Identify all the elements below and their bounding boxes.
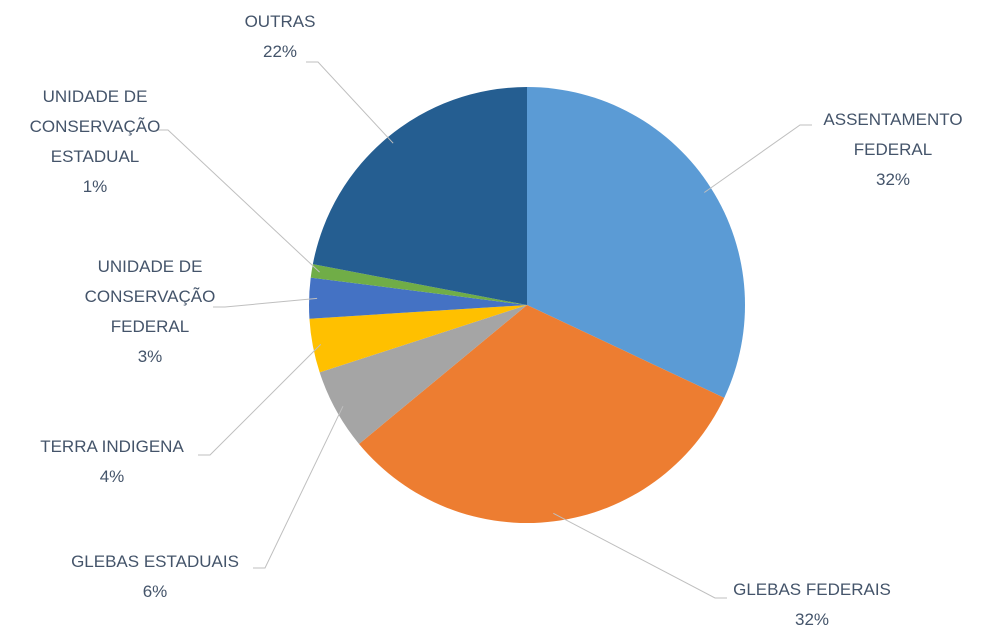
value-label: 32% bbox=[875, 170, 911, 189]
value-label: 3% bbox=[137, 347, 163, 366]
leader-line bbox=[156, 129, 320, 273]
leader-line bbox=[553, 512, 727, 599]
category-label: GLEBAS FEDERAIS bbox=[733, 580, 891, 599]
leader-line bbox=[253, 405, 344, 569]
leader-line bbox=[213, 297, 318, 308]
category-label: TERRA INDIGENA bbox=[40, 437, 184, 456]
leader-line bbox=[198, 343, 322, 456]
value-label: 4% bbox=[99, 467, 125, 486]
category-label: GLEBAS ESTADUAIS bbox=[71, 552, 239, 571]
pie-slice bbox=[309, 277, 527, 319]
value-label: 6% bbox=[142, 582, 168, 601]
slice-label: GLEBAS FEDERAIS 32% bbox=[712, 575, 912, 630]
slice-label: ASSENTAMENTO FEDERAL 32% bbox=[803, 105, 981, 195]
category-label: ASSENTAMENTO FEDERAL bbox=[823, 110, 963, 159]
category-label: UNIDADE DE CONSERVAÇÃO FEDERAL bbox=[84, 257, 216, 336]
value-label: 22% bbox=[262, 42, 298, 61]
category-label: UNIDADE DE CONSERVAÇÃO ESTADUAL bbox=[29, 87, 161, 166]
pie-slice bbox=[312, 87, 527, 305]
value-label: 32% bbox=[794, 610, 830, 629]
pie-slice bbox=[319, 305, 527, 444]
slice-label: OUTRAS 22% bbox=[220, 7, 340, 67]
pie-slice bbox=[310, 264, 527, 305]
leader-line bbox=[704, 124, 812, 193]
value-label: 1% bbox=[82, 177, 108, 196]
category-label: OUTRAS bbox=[244, 12, 316, 31]
pie-slice bbox=[527, 87, 745, 398]
slice-label: UNIDADE DE CONSERVAÇÃO ESTADUAL 1% bbox=[20, 82, 170, 202]
pie-slice bbox=[359, 305, 725, 523]
leader-line bbox=[306, 61, 394, 144]
slice-label: GLEBAS ESTADUAIS 6% bbox=[45, 547, 265, 607]
slice-label: UNIDADE DE CONSERVAÇÃO FEDERAL 3% bbox=[70, 252, 230, 372]
slice-label: TERRA INDIGENA 4% bbox=[12, 432, 212, 492]
pie-slice bbox=[309, 305, 527, 373]
